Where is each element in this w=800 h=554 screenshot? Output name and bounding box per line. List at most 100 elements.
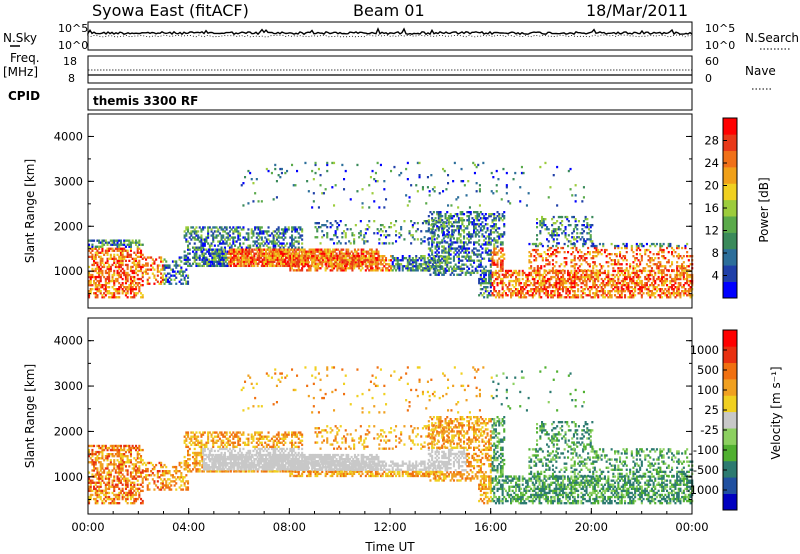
power-cell bbox=[428, 255, 431, 258]
power-cell bbox=[614, 290, 617, 293]
power-cell bbox=[391, 265, 394, 268]
power-cell bbox=[629, 263, 632, 266]
power-cell bbox=[141, 294, 144, 297]
power-cell bbox=[119, 261, 122, 265]
power-cell bbox=[478, 259, 481, 262]
power-cell bbox=[195, 262, 198, 265]
power-cell bbox=[261, 248, 264, 251]
power-cell bbox=[216, 254, 219, 257]
power-cell bbox=[124, 259, 127, 263]
power-cell bbox=[563, 271, 566, 275]
power-cell bbox=[219, 250, 222, 253]
power-cell bbox=[180, 268, 183, 271]
power-cell bbox=[451, 243, 454, 246]
power-cell bbox=[550, 294, 553, 297]
power-cell bbox=[126, 271, 129, 275]
power-cell bbox=[121, 257, 124, 261]
power-cell bbox=[530, 253, 533, 256]
power-cell bbox=[469, 235, 472, 238]
power-cell bbox=[676, 246, 679, 250]
power-cell bbox=[676, 273, 679, 277]
power-cell bbox=[356, 265, 359, 268]
power-cell bbox=[518, 277, 521, 281]
power-cell bbox=[415, 269, 418, 272]
power-cell bbox=[96, 296, 99, 299]
power-cell bbox=[361, 261, 364, 264]
power-cell bbox=[111, 273, 114, 277]
power-cell bbox=[585, 261, 588, 264]
power-cell bbox=[400, 263, 403, 266]
power-cell bbox=[99, 269, 102, 273]
power-cell bbox=[666, 284, 669, 287]
power-cell bbox=[669, 265, 672, 268]
power-cell bbox=[266, 248, 269, 251]
nsearch-trace bbox=[87, 34, 692, 38]
power-cell bbox=[321, 192, 324, 195]
power-cell bbox=[150, 268, 153, 271]
power-cell bbox=[375, 250, 378, 253]
power-cell bbox=[484, 241, 487, 244]
power-cell bbox=[416, 238, 419, 241]
power-cell bbox=[608, 277, 611, 281]
power-cell bbox=[491, 227, 494, 230]
power-cell bbox=[336, 255, 339, 258]
power-cell bbox=[140, 251, 143, 254]
power-cell bbox=[113, 241, 116, 244]
power-cell bbox=[546, 238, 549, 241]
power-cell bbox=[187, 276, 190, 279]
power-cell bbox=[632, 279, 635, 283]
power-cell bbox=[354, 257, 357, 260]
power-cell bbox=[647, 292, 650, 295]
power-cell bbox=[562, 275, 565, 279]
power-cell bbox=[513, 279, 516, 283]
power-cell bbox=[168, 266, 171, 269]
power-cell bbox=[201, 264, 204, 268]
power-cell bbox=[391, 263, 394, 266]
power-cell bbox=[501, 277, 504, 281]
power-cell bbox=[515, 279, 518, 283]
power-cell bbox=[269, 240, 272, 243]
power-cell bbox=[484, 290, 487, 293]
power-cell bbox=[468, 247, 471, 250]
power-cell bbox=[363, 257, 366, 260]
power-cell bbox=[562, 230, 565, 233]
power-cell bbox=[294, 240, 297, 243]
power-cell bbox=[347, 250, 350, 253]
power-cell bbox=[572, 230, 575, 233]
power-cell bbox=[498, 235, 501, 238]
power-cell bbox=[429, 249, 432, 252]
power-cell bbox=[278, 256, 281, 259]
power-cell bbox=[238, 248, 241, 251]
power-cell bbox=[446, 229, 449, 232]
power-cell bbox=[664, 294, 667, 297]
power-cell bbox=[150, 264, 153, 267]
power-cell bbox=[457, 231, 460, 234]
power-cell bbox=[446, 265, 449, 268]
power-cell bbox=[676, 255, 679, 258]
power-cell bbox=[632, 261, 635, 264]
power-cell bbox=[114, 277, 117, 281]
power-cell bbox=[538, 269, 541, 273]
power-cell bbox=[474, 269, 477, 272]
power-cell bbox=[103, 253, 106, 257]
power-cell bbox=[113, 261, 116, 265]
power-cell bbox=[197, 234, 200, 237]
power-cell bbox=[444, 247, 447, 250]
power-cell bbox=[113, 269, 116, 273]
power-cell bbox=[584, 240, 587, 243]
power-cell bbox=[233, 258, 236, 261]
power-cell bbox=[94, 245, 97, 248]
power-cell bbox=[491, 292, 494, 295]
power-cell bbox=[312, 252, 315, 255]
power-cell bbox=[229, 264, 232, 268]
power-cell bbox=[533, 259, 536, 262]
power-cell bbox=[353, 263, 356, 266]
power-cell bbox=[377, 250, 380, 253]
power-cell bbox=[284, 230, 287, 233]
power-cell bbox=[684, 269, 687, 272]
power-cell bbox=[223, 250, 226, 253]
power-cell bbox=[257, 242, 260, 245]
power-cell bbox=[582, 279, 585, 283]
power-cell bbox=[584, 215, 587, 219]
power-cell bbox=[546, 226, 549, 229]
